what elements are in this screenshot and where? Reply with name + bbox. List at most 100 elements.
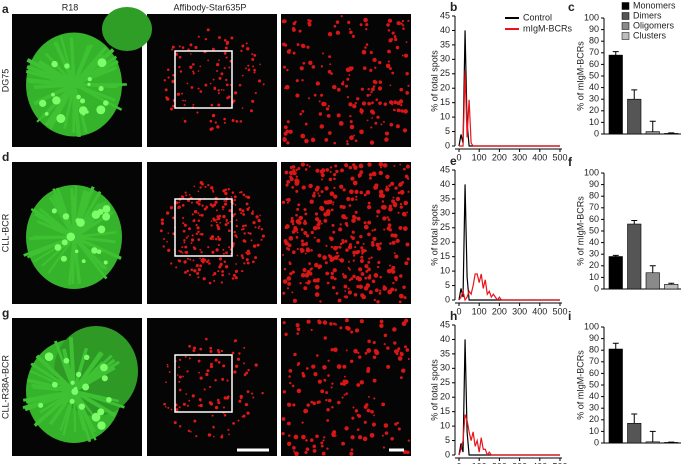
vesicle: [39, 99, 47, 107]
spot: [313, 191, 316, 195]
protrusion: [35, 389, 76, 426]
y-tick-label: 90: [589, 333, 599, 343]
spot: [308, 262, 311, 266]
spot: [403, 167, 406, 171]
x-tick-label: 300: [512, 461, 527, 464]
spot: [288, 170, 294, 176]
protrusion: [62, 390, 76, 436]
y-axis-label: % of mIgM-BCRs: [575, 350, 585, 420]
spot: [181, 203, 185, 207]
spot: [404, 214, 407, 217]
spot: [184, 245, 188, 249]
spot: [310, 230, 314, 235]
spot: [327, 105, 330, 108]
y-tick-label: 30: [589, 249, 599, 259]
spot: [283, 87, 286, 90]
spot: [314, 284, 320, 290]
spot: [230, 36, 234, 40]
protrusion: [73, 83, 123, 111]
spot: [225, 56, 228, 59]
spot: [218, 59, 220, 62]
protrusion: [30, 362, 75, 393]
spot: [341, 396, 344, 399]
spot: [344, 318, 349, 323]
spot: [329, 191, 335, 197]
spot: [305, 367, 309, 370]
spot: [308, 271, 313, 276]
spot: [188, 344, 192, 348]
spot: [188, 399, 191, 402]
spot: [294, 178, 299, 184]
spot: [401, 368, 406, 373]
protrusion: [72, 186, 95, 238]
spot: [336, 364, 342, 369]
vesicle: [51, 381, 58, 388]
spot: [370, 126, 373, 129]
spot: [170, 408, 173, 411]
spot: [261, 391, 264, 395]
error-bar: [649, 120, 656, 132]
spot: [233, 370, 237, 374]
spot: [333, 141, 337, 145]
spot: [358, 267, 363, 272]
spot: [340, 15, 343, 18]
spot: [364, 46, 367, 49]
spot: [183, 239, 186, 242]
spot: [178, 375, 182, 379]
spot: [189, 193, 191, 196]
spot: [176, 92, 181, 96]
spot: [235, 263, 238, 265]
spot: [330, 257, 335, 262]
spot: [386, 216, 389, 219]
spot: [354, 102, 357, 105]
spot: [303, 208, 307, 212]
x-tick-label: 0: [456, 461, 461, 464]
spot: [406, 450, 410, 455]
spot: [401, 321, 407, 327]
y-tick-label: 30: [440, 54, 450, 64]
spot: [254, 256, 258, 260]
spot: [387, 29, 391, 32]
spot: [362, 66, 367, 71]
spot: [332, 430, 337, 435]
spot: [281, 417, 286, 421]
spot: [399, 376, 403, 380]
spot: [229, 84, 232, 86]
spot: [327, 69, 332, 74]
bar: [608, 54, 623, 135]
spot: [309, 438, 314, 442]
spot: [214, 358, 218, 362]
spot: [342, 379, 347, 384]
protrusion: [73, 389, 125, 409]
spot: [352, 406, 355, 409]
spot: [223, 413, 227, 417]
spot: [184, 250, 187, 254]
spot: [211, 113, 216, 118]
spot: [216, 125, 220, 129]
spot: [401, 181, 405, 184]
spot: [361, 49, 367, 55]
spot: [341, 241, 345, 244]
spot: [300, 43, 306, 48]
spot: [246, 249, 250, 253]
spot: [404, 53, 409, 58]
spot: [391, 265, 396, 270]
spot: [404, 226, 407, 230]
spot: [193, 219, 196, 222]
spot: [369, 68, 373, 72]
spot: [320, 222, 323, 225]
y-tick-label: 60: [589, 59, 599, 69]
spot: [315, 434, 319, 439]
spot: [329, 166, 333, 169]
spot: [324, 186, 329, 191]
spot: [216, 349, 220, 352]
spot: [406, 211, 409, 214]
spot: [188, 273, 192, 276]
vesicle: [64, 63, 70, 69]
spot: [222, 208, 224, 211]
spot: [339, 184, 344, 189]
spot: [328, 177, 333, 182]
spot: [387, 60, 390, 63]
spot: [388, 204, 392, 208]
spot: [301, 242, 305, 247]
